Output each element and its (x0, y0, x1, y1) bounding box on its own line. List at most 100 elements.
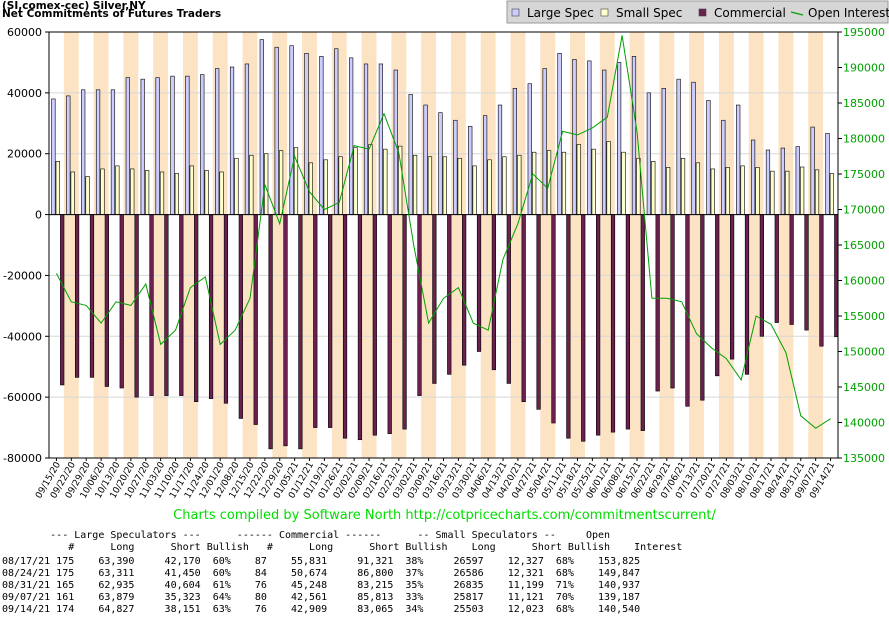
bar-commercial (670, 214, 675, 389)
bar-commercial (223, 214, 229, 404)
bar-small-spec (725, 167, 730, 215)
bar-small-spec (130, 168, 135, 215)
bar-large-spec (721, 119, 726, 215)
bar-commercial (372, 214, 377, 436)
y-right-tick-label: 165000 (843, 239, 885, 252)
legend-commercial-label: Commercial (714, 6, 786, 20)
bar-large-spec (676, 78, 681, 215)
bar-small-spec (829, 173, 835, 215)
bar-large-spec (512, 87, 517, 215)
bar-commercial (610, 214, 616, 433)
bar-commercial (700, 214, 705, 401)
bar-commercial (432, 214, 437, 384)
bar-large-spec (319, 56, 324, 215)
bar-large-spec (244, 63, 250, 215)
bar-large-spec (453, 119, 458, 215)
bar-small-spec (606, 141, 611, 215)
bar-commercial (89, 214, 95, 378)
bar-large-spec (750, 139, 756, 215)
bar-small-spec (145, 170, 150, 215)
table-header-1: --- Large Speculators --- ------ Commerc… (2, 530, 611, 541)
bar-small-spec (666, 167, 671, 215)
bar-large-spec (602, 69, 607, 215)
bar-small-spec (457, 157, 462, 215)
bar-small-spec (249, 154, 254, 215)
bar-large-spec (408, 94, 413, 215)
bar-small-spec (770, 170, 775, 215)
bar-commercial (506, 214, 511, 384)
legend-large-spec-swatch (511, 8, 520, 17)
bar-small-spec (368, 144, 373, 215)
bar-small-spec (55, 161, 60, 215)
bar-large-spec (125, 77, 130, 215)
bar-small-spec (115, 165, 120, 215)
chart-title-line2: Net Commitments of Futures Traders (2, 8, 222, 20)
bar-large-spec (81, 89, 86, 215)
bar-small-spec (472, 165, 477, 215)
bar-large-spec (706, 100, 711, 215)
cot-chart: 60000 40000 20000 0 -20000 -40000 -60000 -80000… (3, 0, 889, 501)
bar-commercial (328, 214, 333, 428)
bar-large-spec (557, 52, 562, 215)
bar-commercial (313, 214, 318, 428)
bar-commercial (74, 214, 80, 378)
table-row: 09/07/21 161 63,879 35,323 64% 80 42,561… (2, 592, 641, 603)
bar-commercial (521, 214, 526, 403)
y-right-tick-label: 180000 (843, 133, 885, 146)
y-right-tick-label: 155000 (843, 310, 885, 323)
y-right-tick-label: 160000 (843, 275, 885, 288)
bar-commercial (342, 214, 348, 439)
bar-small-spec (532, 151, 537, 215)
bar-small-spec (636, 157, 641, 215)
bar-commercial (655, 214, 660, 392)
bar-small-spec (174, 173, 179, 215)
bar-commercial (164, 214, 169, 396)
bar-commercial (268, 214, 273, 450)
legend-large-spec-label: Large Spec (527, 6, 594, 20)
bar-commercial (402, 214, 407, 430)
bar-large-spec (110, 89, 116, 215)
bar-small-spec (740, 165, 745, 215)
bar-commercial (417, 214, 422, 396)
y-left-tick-label: 0 (35, 209, 42, 222)
bar-commercial (536, 214, 541, 410)
bar-commercial (134, 214, 139, 398)
legend-open-interest-label: Open Interest (808, 6, 889, 20)
bar-large-spec (631, 56, 637, 215)
bar-large-spec (170, 75, 175, 215)
bar-large-spec (483, 115, 488, 215)
bar-large-spec (616, 62, 622, 215)
bar-commercial (596, 214, 601, 436)
bar-small-spec (412, 154, 418, 215)
bar-large-spec (691, 81, 696, 215)
y-right-tick-label: 190000 (843, 62, 885, 75)
bar-small-spec (814, 169, 820, 215)
bar-commercial (551, 214, 556, 424)
bar-large-spec (334, 48, 339, 215)
bar-commercial (730, 214, 735, 360)
y-right-tick-label: 145000 (843, 381, 885, 394)
legend-box (506, 0, 889, 24)
open-interest-line (55, 35, 831, 429)
bar-large-spec (95, 89, 101, 215)
bar-large-spec (378, 63, 384, 215)
bar-large-spec (155, 77, 160, 215)
bar-small-spec (427, 156, 433, 215)
y-left-tick-label: -80000 (3, 452, 42, 465)
bar-large-spec (215, 68, 220, 215)
bar-small-spec (85, 176, 90, 215)
table-row: 08/17/21 175 63,390 42,170 60% 87 55,831… (2, 556, 641, 567)
bar-large-spec (423, 104, 428, 215)
bar-large-spec (646, 92, 651, 215)
bar-commercial (640, 214, 645, 431)
bar-small-spec (159, 171, 165, 215)
bar-large-spec (349, 57, 354, 215)
bar-small-spec (517, 154, 522, 215)
legend: Large Spec Small Spec Commercial Open Inter… (506, 0, 889, 24)
bar-small-spec (755, 167, 760, 215)
bar-large-spec (304, 52, 309, 215)
bar-commercial (387, 214, 392, 434)
bar-large-spec (527, 83, 532, 215)
credit-line: Charts compiled by Software North http:/… (173, 508, 716, 523)
y-right-tick-label: 185000 (843, 97, 885, 110)
